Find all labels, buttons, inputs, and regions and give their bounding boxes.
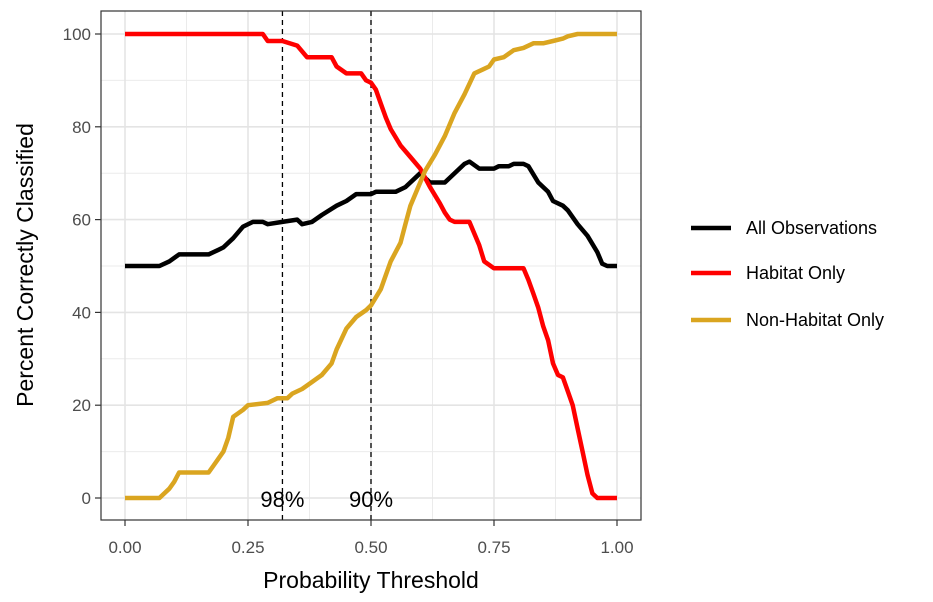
threshold-label: 90%: [349, 487, 393, 512]
legend-label: Non-Habitat Only: [746, 310, 884, 330]
x-tick-label: 0.50: [354, 538, 387, 557]
series-line: [125, 31, 617, 501]
y-tick-label: 100: [63, 25, 91, 44]
legend-label: All Observations: [746, 218, 877, 238]
y-tick-label: 20: [72, 396, 91, 415]
series-lines: [125, 31, 617, 501]
legend-label: Habitat Only: [746, 263, 845, 283]
axes: 0.00 0.25 0.50 0.75 1.00 0 20 40 60 80 100: [63, 25, 634, 557]
y-tick-label: 60: [72, 211, 91, 230]
x-tick-label: 0.75: [477, 538, 510, 557]
x-axis-title: Probability Threshold: [263, 567, 479, 593]
y-tick-label: 0: [82, 489, 91, 508]
y-tick-label: 80: [72, 118, 91, 137]
y-tick-label: 40: [72, 303, 91, 322]
threshold-label: 98%: [260, 487, 304, 512]
series-line: [125, 159, 617, 269]
x-tick-label: 1.00: [600, 538, 633, 557]
threshold-lines: 98% 90%: [260, 11, 393, 520]
y-axis-title: Percent Correctly Classified: [12, 123, 38, 407]
series-line: [125, 31, 617, 501]
x-tick-label: 0.00: [108, 538, 141, 557]
x-tick-label: 0.25: [231, 538, 264, 557]
legend: All Observations Habitat Only Non-Habitat …: [691, 218, 884, 330]
